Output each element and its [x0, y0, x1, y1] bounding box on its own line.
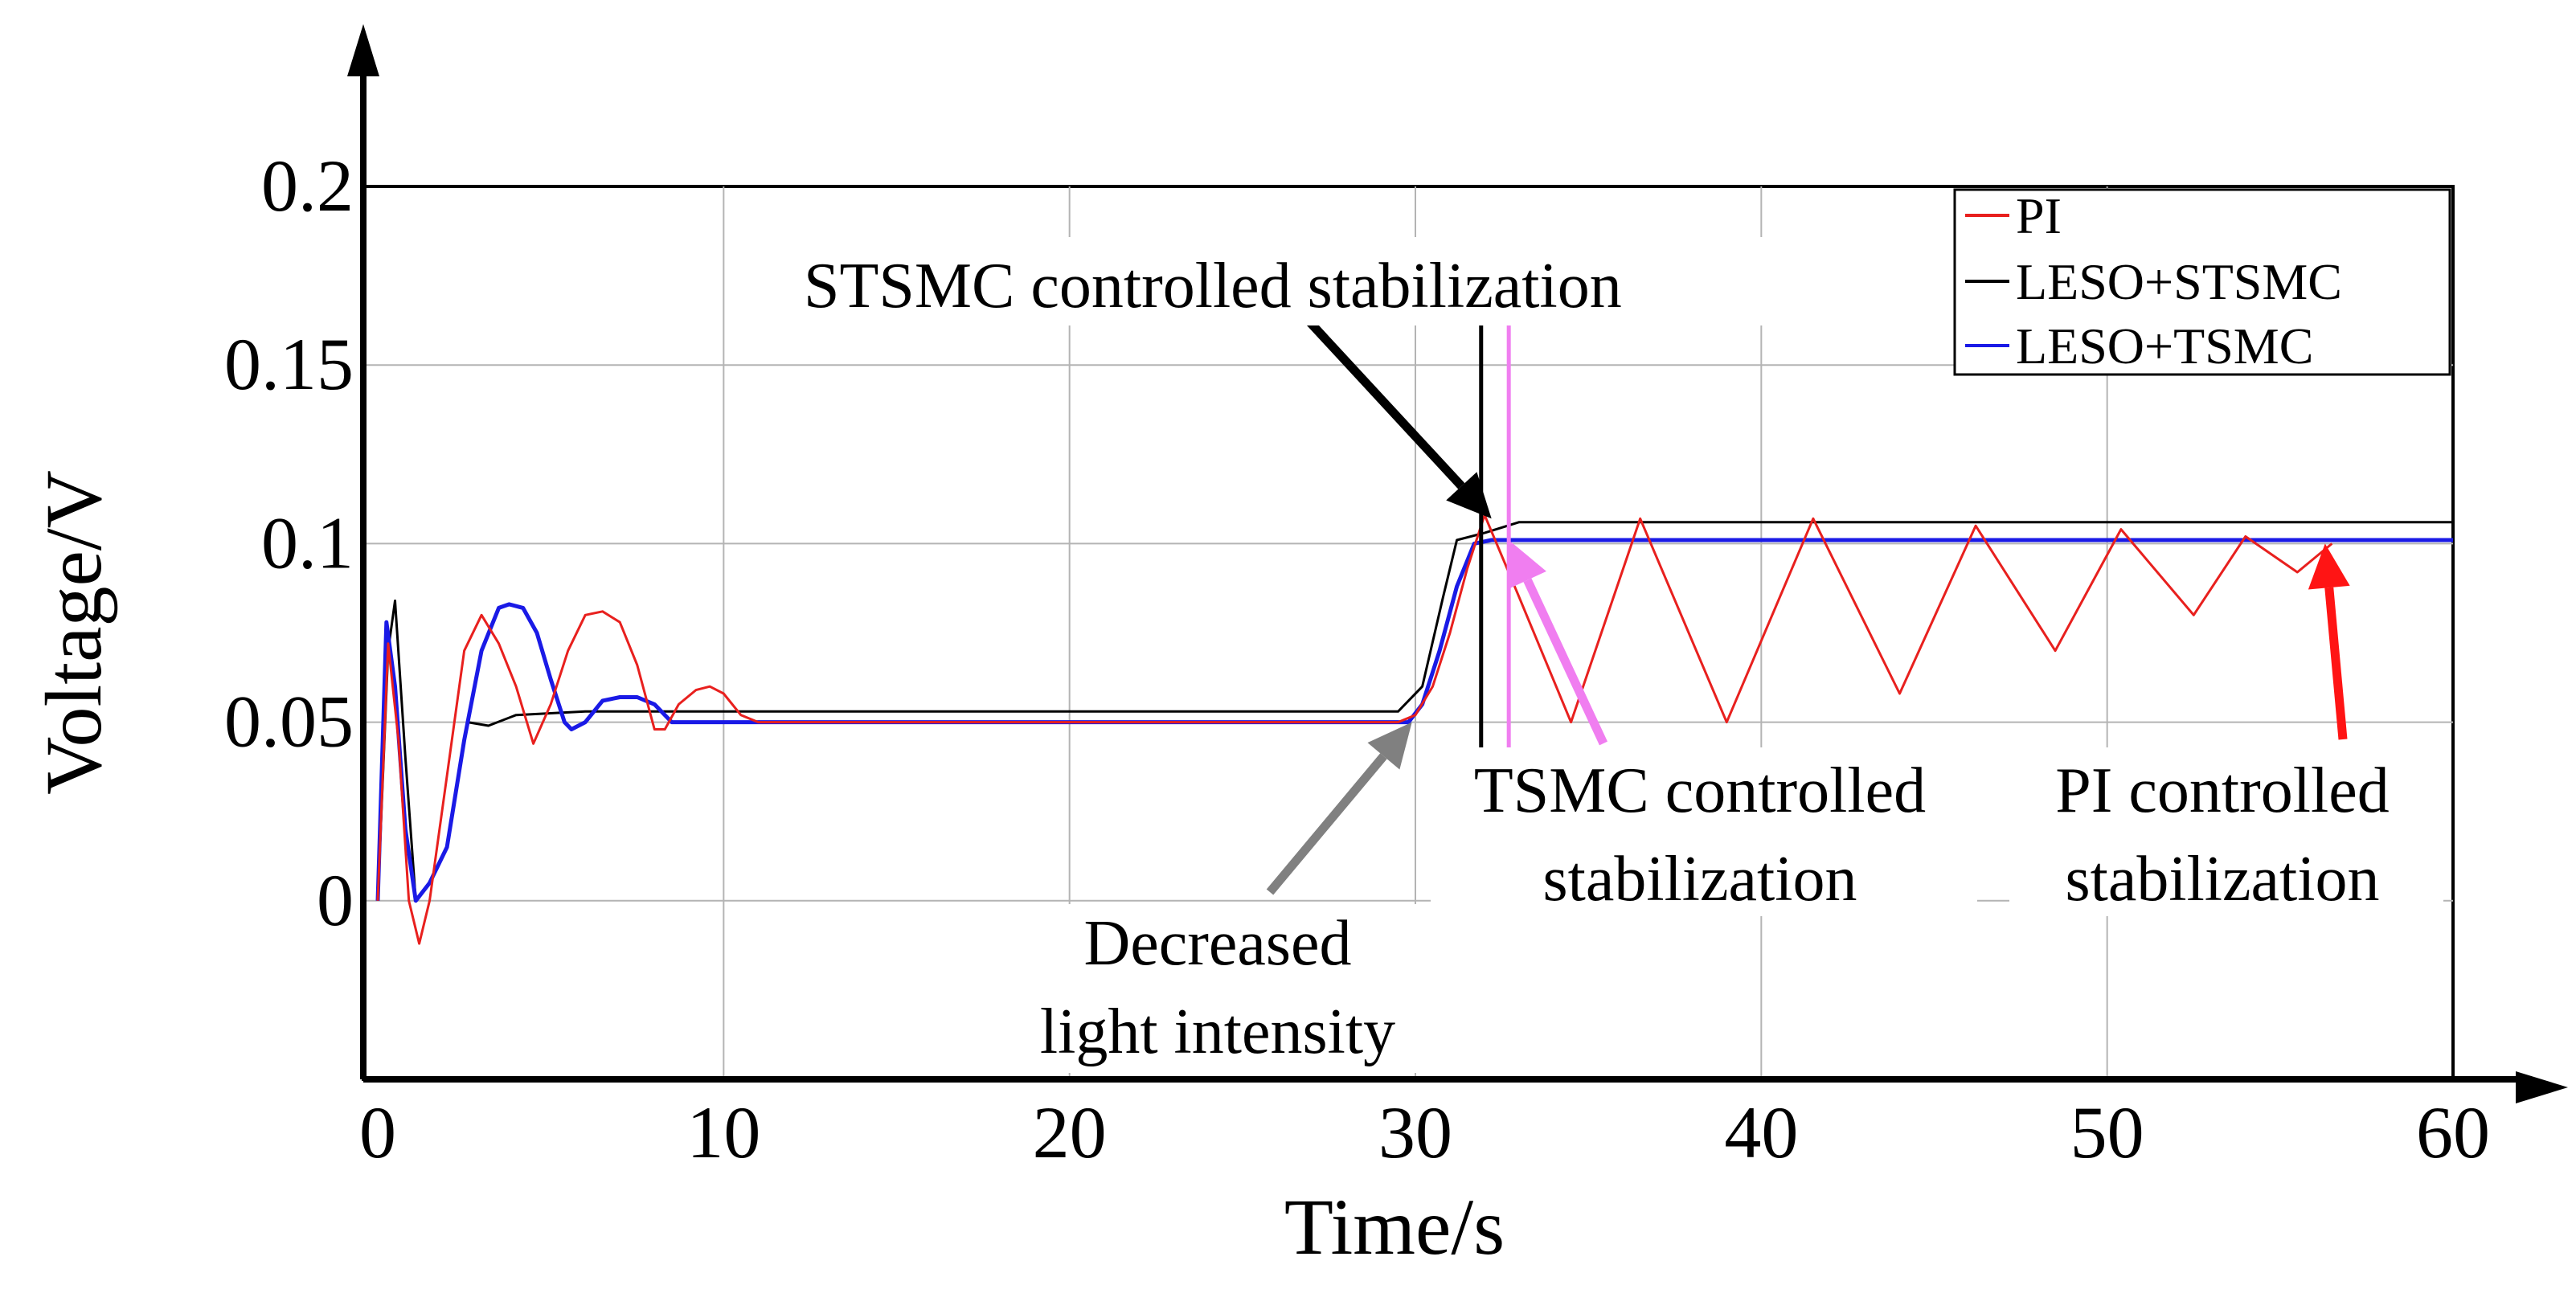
- x-tick-label-3: 30: [1378, 1091, 1452, 1173]
- y-tick-label-3: 0.15: [224, 323, 354, 405]
- annotation-pi-line2: stabilization: [2065, 844, 2379, 915]
- legend-label-leso-tsmc: LESO+TSMC: [2016, 317, 2313, 375]
- series-line-pi: [376, 514, 2333, 945]
- x-tick-label-1: 10: [686, 1091, 760, 1173]
- annotation-light-line1: Decreased: [1083, 908, 1351, 979]
- legend-box: [1953, 188, 2451, 376]
- y-axis-arrowhead: [347, 24, 379, 76]
- x-axis-arrowhead: [2516, 1071, 2568, 1103]
- annotation-pi-line1: PI controlled: [2055, 755, 2389, 826]
- annotation-arrows: [1266, 306, 2350, 895]
- x-tick-label-4: 40: [1724, 1091, 1798, 1173]
- annotation-tsmc-line2: stabilization: [1542, 844, 1857, 915]
- annotation-tsmc-line1: TSMC controlled: [1474, 755, 1926, 826]
- y-axis-title: Voltage/V: [29, 470, 118, 795]
- x-tick-label-2: 20: [1033, 1091, 1107, 1173]
- annotation-tsmc: TSMC controlled stabilization: [1431, 747, 1977, 916]
- annotation-arrow-head-3: [1367, 722, 1412, 770]
- annotation-arrow-head-0: [1446, 472, 1492, 519]
- legend-label-pi: PI: [2016, 187, 2062, 244]
- series-line-leso-stsmc: [376, 521, 2453, 903]
- legend-label-leso-stsmc: LESO+STSMC: [2016, 253, 2342, 310]
- x-tick-label-5: 50: [2070, 1091, 2144, 1173]
- series-line-leso-tsmc: [375, 538, 2453, 903]
- annotation-arrow-shaft-0: [1294, 306, 1465, 489]
- y-tick-label-2: 0.1: [261, 501, 354, 583]
- legend: PI LESO+STSMC LESO+TSMC: [1953, 187, 2451, 376]
- annotation-pi: PI controlled stabilization: [2009, 747, 2443, 916]
- x-tick-label-0: 0: [359, 1091, 396, 1173]
- annotation-arrow-head-2: [2308, 543, 2350, 590]
- annotation-light: Decreased light intensity: [1029, 904, 1447, 1073]
- annotation-tsmc-bg: [1431, 747, 1977, 916]
- y-tick-label-4: 0.2: [261, 145, 354, 227]
- marker-lines: [1479, 293, 1511, 759]
- annotation-stsmc: STSMC controlled stabilization: [796, 237, 1776, 325]
- annotation-arrow-head-1: [1508, 539, 1546, 589]
- annotation-pi-bg: [2009, 747, 2443, 916]
- annotation-light-bg: [1029, 904, 1447, 1073]
- annotation-arrow-shaft-3: [1266, 753, 1387, 895]
- annotation-stsmc-bg: [796, 237, 1776, 325]
- y-tick-label-1: 0.05: [224, 681, 354, 763]
- series-layer: [375, 514, 2453, 945]
- annotation-arrow-shaft-1: [1523, 578, 1607, 746]
- y-tick-label-0: 0: [317, 859, 354, 941]
- x-axis-title: Time/s: [1284, 1182, 1505, 1271]
- tick-labels: 0 10 20 30 40 50 60 0 0.05 0.1 0.15 0.2: [224, 145, 2490, 1173]
- x-tick-label-6: 60: [2416, 1091, 2490, 1173]
- annotation-arrow-shaft-2: [2324, 587, 2348, 740]
- annotation-light-line2: light intensity: [1040, 997, 1395, 1067]
- annotation-stsmc-line1: STSMC controlled stabilization: [804, 251, 1622, 321]
